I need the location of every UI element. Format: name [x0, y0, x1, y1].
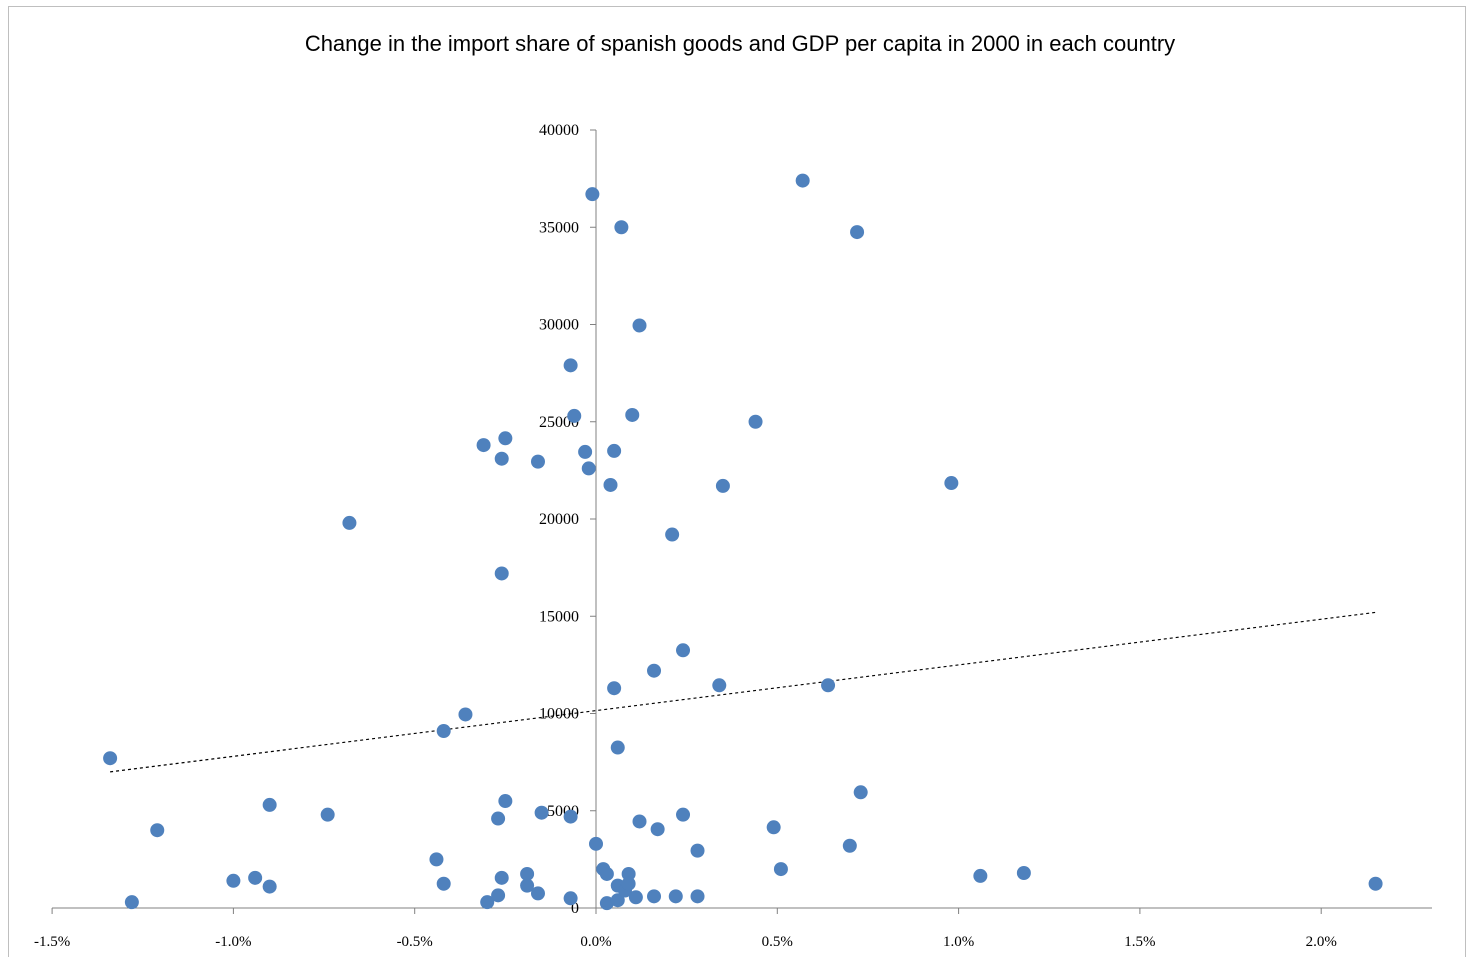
- data-point: [632, 814, 647, 829]
- data-point: [491, 811, 506, 826]
- data-point: [103, 751, 118, 766]
- data-point: [563, 891, 578, 906]
- data-point: [647, 663, 662, 678]
- data-point: [494, 451, 509, 466]
- x-tick-label: -0.5%: [397, 934, 433, 950]
- data-point: [821, 678, 836, 693]
- data-point: [850, 225, 865, 240]
- data-point: [494, 870, 509, 885]
- data-point: [842, 838, 857, 853]
- data-point: [668, 889, 683, 904]
- trendline-layer: [110, 611, 1376, 773]
- data-point: [567, 408, 582, 423]
- data-point: [607, 443, 622, 458]
- data-point: [610, 893, 625, 908]
- data-point: [853, 785, 868, 800]
- data-point: [530, 886, 545, 901]
- data-point: [262, 879, 277, 894]
- data-point: [534, 805, 549, 820]
- data-point: [581, 461, 596, 476]
- data-point: [262, 797, 277, 812]
- data-point: [429, 852, 444, 867]
- data-point: [578, 444, 593, 459]
- data-point: [614, 220, 629, 235]
- data-point: [124, 895, 139, 910]
- x-tick-label: 0.5%: [762, 934, 793, 950]
- y-tick-label: 10000: [539, 706, 579, 723]
- data-point: [476, 438, 491, 453]
- data-point: [748, 414, 763, 429]
- data-point: [530, 454, 545, 469]
- data-point: [621, 866, 636, 881]
- data-point: [498, 794, 513, 809]
- data-point: [610, 740, 625, 755]
- data-point: [480, 895, 495, 910]
- x-tick-label: -1.0%: [215, 934, 251, 950]
- data-point: [248, 870, 263, 885]
- data-point: [1016, 865, 1031, 880]
- x-tick-label: 1.5%: [1124, 934, 1155, 950]
- y-tick-label: 15000: [539, 608, 579, 625]
- data-point: [585, 187, 600, 202]
- data-point: [676, 643, 691, 658]
- data-point: [795, 173, 810, 188]
- data-point: [773, 862, 788, 877]
- chart-title: Change in the import share of spanish go…: [304, 31, 1176, 56]
- y-tick-label: 20000: [539, 511, 579, 528]
- data-point: [491, 888, 506, 903]
- data-point: [520, 866, 535, 881]
- data-point: [1368, 876, 1383, 891]
- data-point: [520, 878, 535, 893]
- data-point: [690, 843, 705, 858]
- x-tick-label: 0.0%: [580, 934, 611, 950]
- y-tick-label: 40000: [539, 122, 579, 139]
- data-point: [632, 318, 647, 333]
- data-point: [436, 876, 451, 891]
- x-tick-label: 2.0%: [1306, 934, 1337, 950]
- y-tick-label: 30000: [539, 317, 579, 334]
- data-point: [494, 566, 509, 581]
- x-axis-ticks: -1.5% -1.0% -0.5% 0.0% 0.5% 1.0% 1.5% 2.0%: [34, 908, 1337, 950]
- data-point: [650, 822, 665, 837]
- x-tick-label: -1.5%: [34, 934, 70, 950]
- data-point: [599, 896, 614, 911]
- data-point: [715, 478, 730, 493]
- y-tick-label: 0: [571, 900, 579, 917]
- data-point: [342, 515, 357, 530]
- trendline: [110, 611, 1376, 773]
- data-point: [498, 431, 513, 446]
- data-point: [712, 678, 727, 693]
- data-point: [973, 868, 988, 883]
- data-point: [690, 889, 705, 904]
- x-tick-label: 1.0%: [943, 934, 974, 950]
- data-point: [621, 876, 636, 891]
- chart-frame: [8, 6, 1466, 957]
- data-point: [603, 477, 618, 492]
- data-point: [944, 476, 959, 491]
- data-point: [436, 724, 451, 739]
- data-point: [607, 681, 622, 696]
- data-points: [103, 173, 1383, 911]
- data-point: [599, 866, 614, 881]
- data-point: [563, 358, 578, 373]
- data-point: [320, 807, 335, 822]
- data-point: [150, 823, 165, 838]
- data-point: [628, 890, 643, 905]
- data-point: [766, 820, 781, 835]
- y-tick-label: 35000: [539, 219, 579, 236]
- data-point: [625, 407, 640, 422]
- data-point: [665, 527, 680, 542]
- data-point: [676, 807, 691, 822]
- data-point: [563, 809, 578, 824]
- data-point: [647, 889, 662, 904]
- data-point: [458, 707, 473, 722]
- data-point: [226, 873, 241, 888]
- data-point: [589, 836, 603, 851]
